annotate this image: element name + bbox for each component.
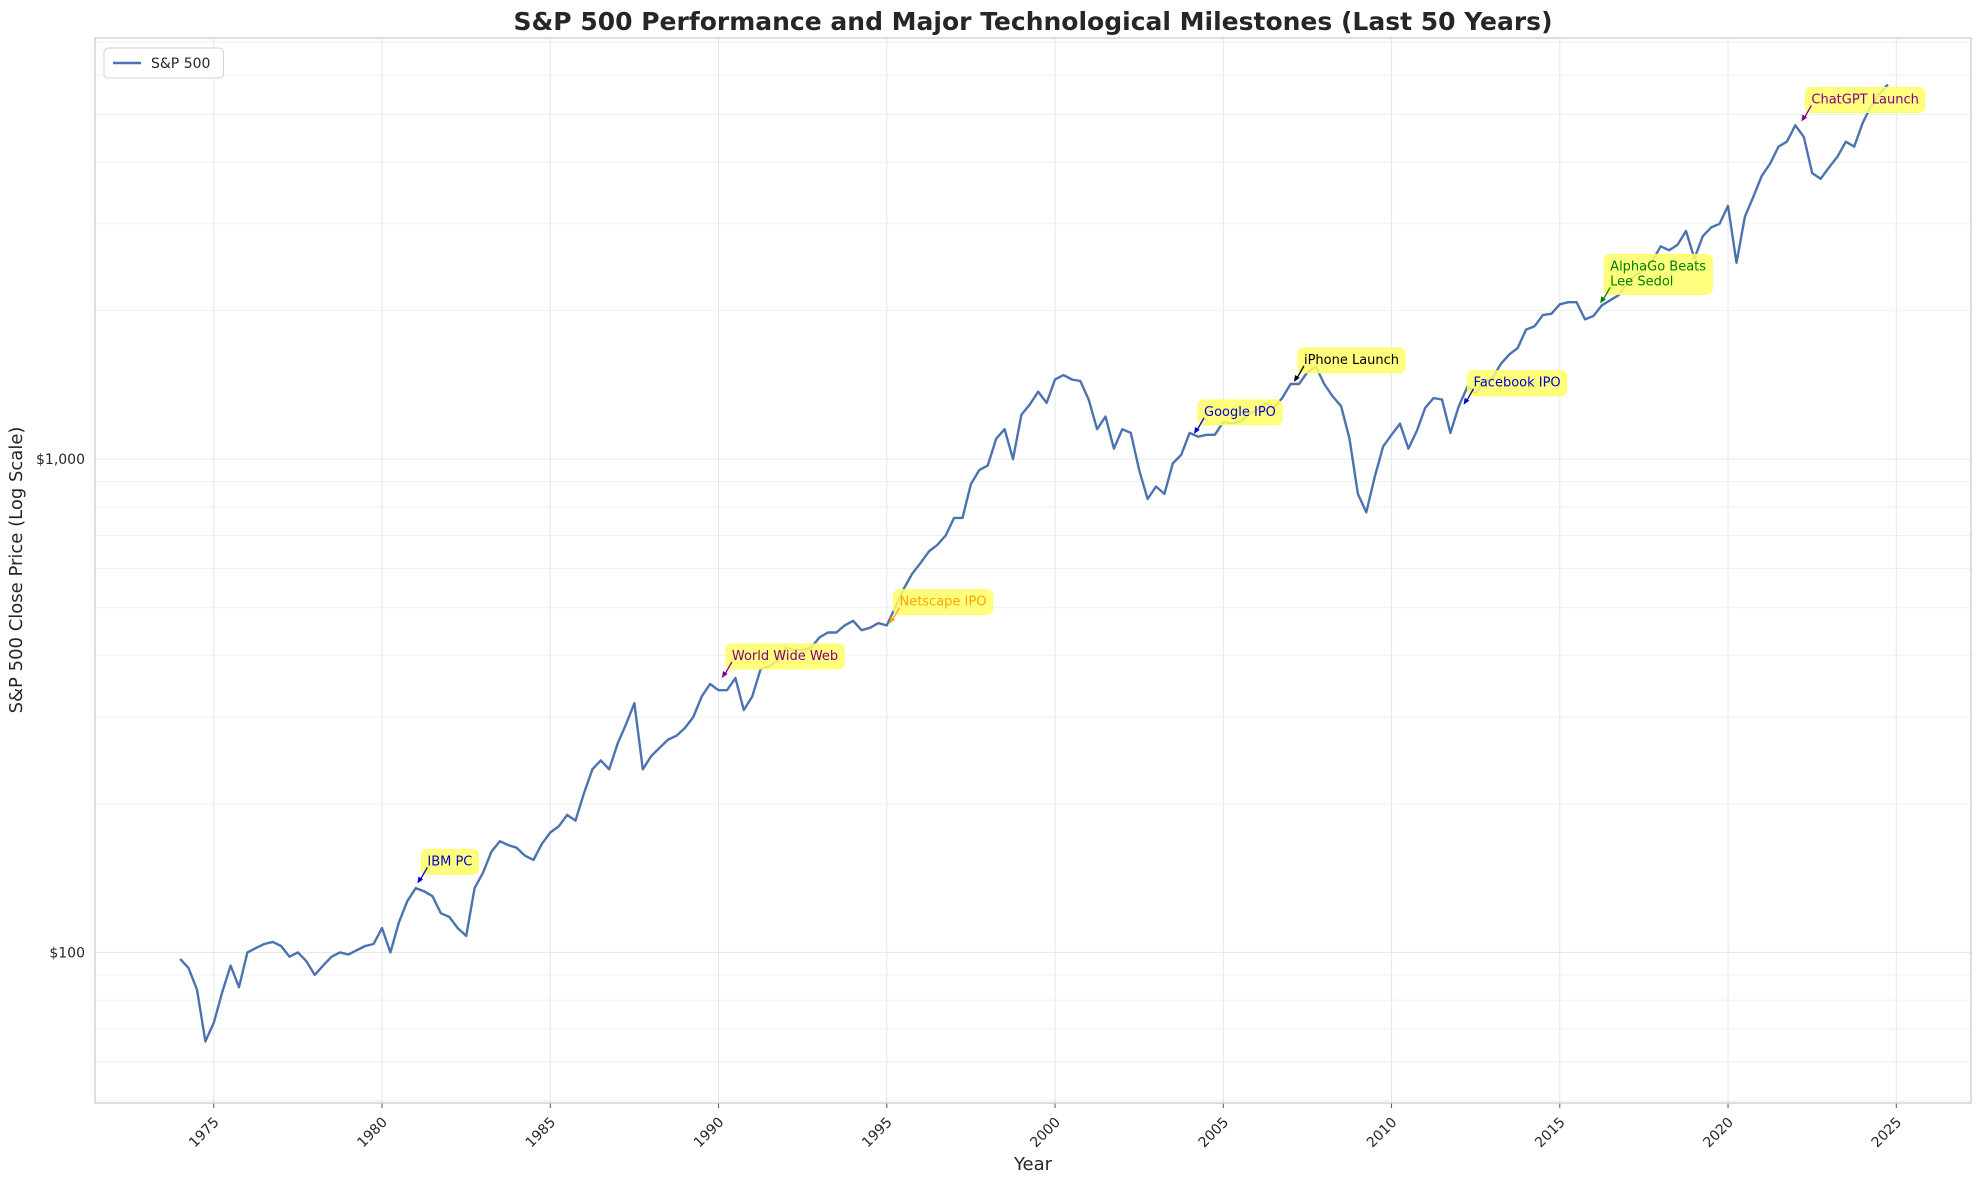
annotation-box bbox=[1603, 253, 1713, 295]
x-tick-label: 2000 bbox=[1027, 1115, 1064, 1152]
annotation: World Wide Web bbox=[725, 643, 845, 670]
annotation-box bbox=[1804, 86, 1926, 113]
annotation-arrowhead bbox=[1293, 374, 1300, 382]
x-tick-label: 1975 bbox=[186, 1115, 223, 1152]
annotation-text: World Wide Web bbox=[732, 649, 838, 664]
annotation: ChatGPT Launch bbox=[1804, 86, 1926, 113]
legend-box bbox=[103, 47, 224, 79]
y-tick-label: $1,000 bbox=[36, 452, 85, 468]
annotation-arrowhead bbox=[1463, 397, 1470, 405]
x-tick-label: 2020 bbox=[1700, 1115, 1737, 1152]
annotation-box bbox=[725, 643, 845, 670]
annotation: IBM PC bbox=[420, 848, 479, 875]
annotation-box bbox=[1467, 370, 1568, 397]
annotation-arrowhead bbox=[1600, 296, 1606, 304]
x-axis-label: Year bbox=[1013, 1154, 1053, 1175]
legend-label: S&P 500 bbox=[151, 56, 210, 72]
annotation-box bbox=[892, 589, 993, 616]
annotation-text: iPhone Launch bbox=[1304, 353, 1399, 368]
annotation-arrowhead bbox=[1194, 426, 1200, 434]
x-tick-label: 2010 bbox=[1364, 1115, 1401, 1152]
y-axis-label: S&P 500 Close Price (Log Scale) bbox=[6, 427, 27, 714]
x-tick-label: 2005 bbox=[1196, 1115, 1233, 1152]
x-tick-label: 1990 bbox=[691, 1115, 728, 1152]
x-tick-label: 2025 bbox=[1869, 1115, 1906, 1152]
annotation: Facebook IPO bbox=[1467, 370, 1568, 397]
grid bbox=[95, 38, 1971, 1103]
annotation-text: Netscape IPO bbox=[899, 595, 986, 610]
y-tick-label: $100 bbox=[49, 945, 85, 961]
x-tick-label: 2015 bbox=[1532, 1115, 1569, 1152]
x-tick-label: 1985 bbox=[523, 1115, 560, 1152]
annotation-arrowhead bbox=[889, 616, 896, 624]
annotation-text: Facebook IPO bbox=[1474, 376, 1561, 391]
annotation: iPhone Launch bbox=[1297, 347, 1406, 374]
annotation-arrowhead bbox=[1801, 114, 1808, 122]
annotation: Netscape IPO bbox=[892, 589, 993, 616]
annotation-text: Google IPO bbox=[1204, 405, 1276, 420]
plot-frame bbox=[94, 37, 1972, 1104]
chart-title: S&P 500 Performance and Major Technologi… bbox=[514, 7, 1553, 36]
annotation-box bbox=[1197, 399, 1283, 426]
line-series bbox=[179, 83, 1889, 1043]
x-tick-label: 1995 bbox=[859, 1115, 896, 1152]
annotation-text: Lee Sedol bbox=[1610, 274, 1673, 289]
annotation: Google IPO bbox=[1197, 399, 1283, 426]
annotation-text: ChatGPT Launch bbox=[1811, 92, 1918, 107]
annotation-arrowhead bbox=[721, 671, 728, 678]
x-tick-label: 1980 bbox=[354, 1115, 391, 1152]
annotation-box bbox=[420, 848, 479, 875]
annotation-box bbox=[1297, 347, 1406, 374]
annotation-text: AlphaGo Beats bbox=[1610, 259, 1706, 274]
legend: S&P 500 bbox=[103, 47, 224, 79]
annotation-arrowhead bbox=[417, 876, 424, 884]
annotation-text: IBM PC bbox=[427, 854, 472, 869]
